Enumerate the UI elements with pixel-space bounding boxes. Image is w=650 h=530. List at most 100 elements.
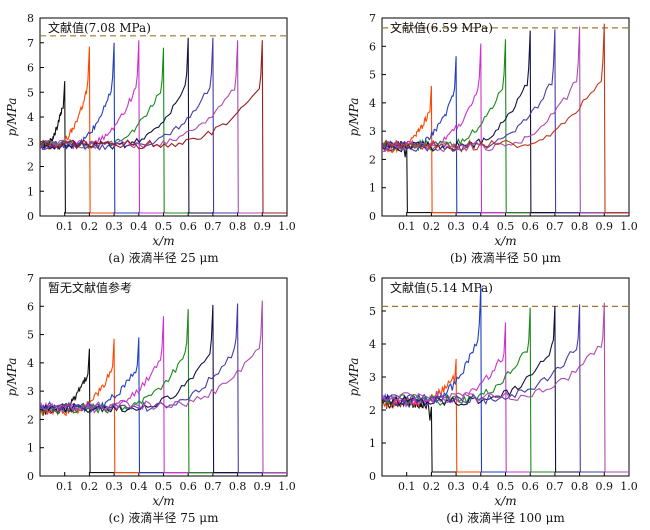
x-tick-label: 0.7 xyxy=(204,220,222,233)
x-axis-label: x/m xyxy=(494,494,516,508)
series-line xyxy=(382,23,629,214)
x-tick-label: 0.1 xyxy=(56,220,74,233)
x-tick-label: 0.1 xyxy=(56,480,74,493)
y-tick-label: 3 xyxy=(369,371,376,384)
series-line xyxy=(40,46,287,214)
x-tick-label: 0.6 xyxy=(521,220,539,233)
y-tick-label: 6 xyxy=(369,40,376,53)
y-tick-label: 6 xyxy=(27,300,34,313)
y-tick-label: 0 xyxy=(369,470,376,483)
y-tick-label: 1 xyxy=(27,185,34,198)
chart-panel-1: 文献值(7.08 MPa) 0.1 0.2 0.3 0.4 0.5 0.6 0.7 0.8 0.9… xyxy=(5,12,296,265)
x-tick-label: 0.5 xyxy=(497,480,515,493)
y-tick-label: 5 xyxy=(369,305,376,318)
x-tick-label: 0.9 xyxy=(596,480,614,493)
x-tick-label: 0.4 xyxy=(130,480,148,493)
x-tick-label: 0.1 xyxy=(398,480,416,493)
x-tick-label: 0.8 xyxy=(229,480,247,493)
panel-caption: (b) 液滴半径 50 μm xyxy=(450,250,562,265)
x-tick-label: 0.7 xyxy=(546,220,564,233)
y-tick-label: 0 xyxy=(369,210,376,223)
series-line xyxy=(40,338,287,474)
x-tick-label: 0.8 xyxy=(229,220,247,233)
x-tick-label: 0.7 xyxy=(546,480,564,493)
x-tick-label: 0.5 xyxy=(155,480,173,493)
y-tick-label: 1 xyxy=(369,182,376,195)
x-tick-label: 1.0 xyxy=(620,220,638,233)
y-tick-label: 5 xyxy=(27,86,34,99)
y-tick-label: 3 xyxy=(27,385,34,398)
chart-panel-3: 暂无文献值参考 0.1 0.2 0.3 0.4 0.5 0.6 0.7 0.8 0.9 1.0 0 1 2… xyxy=(5,272,296,525)
y-tick-label: 2 xyxy=(27,161,34,174)
series-line xyxy=(382,302,629,473)
series-line xyxy=(40,300,287,474)
x-tick-label: 0.7 xyxy=(204,480,222,493)
series-line xyxy=(382,307,629,473)
y-tick-label: 2 xyxy=(369,153,376,166)
x-axis-label: x/m xyxy=(152,494,174,508)
x-tick-label: 0.6 xyxy=(179,480,197,493)
series-line xyxy=(382,29,629,214)
x-tick-label: 1.0 xyxy=(620,480,638,493)
panel-caption: (a) 液滴半径 25 μm xyxy=(108,250,219,265)
series-line xyxy=(40,42,287,214)
x-tick-label: 0.5 xyxy=(497,220,515,233)
series-group xyxy=(40,300,287,474)
series-line xyxy=(382,322,629,473)
reference-annotation: 文献值(5.14 MPa) xyxy=(390,280,493,295)
x-tick-label: 0.6 xyxy=(179,220,197,233)
panel-caption: (d) 液滴半径 100 μm xyxy=(446,510,565,525)
series-line xyxy=(382,30,629,214)
reference-annotation: 文献值(7.08 MPa) xyxy=(48,20,151,35)
x-tick-label: 0.9 xyxy=(254,220,272,233)
x-tick-label: 0.2 xyxy=(81,480,99,493)
x-tick-label: 0.9 xyxy=(596,220,614,233)
series-line xyxy=(382,304,629,473)
y-tick-label: 0 xyxy=(27,210,34,223)
y-axis-label: p/MPa xyxy=(5,358,19,397)
y-tick-label: 2 xyxy=(27,413,34,426)
chart-panel-2: 文献值(6.59 MPa) 0.1 0.2 0.3 0.4 0.5 0.6 0.7 0.8 0.9… xyxy=(347,12,638,265)
x-tick-label: 0.8 xyxy=(571,220,589,233)
x-tick-label: 0.4 xyxy=(130,220,148,233)
x-tick-label: 0.4 xyxy=(472,220,490,233)
reference-annotation: 暂无文献值参考 xyxy=(48,280,132,295)
y-tick-label: 1 xyxy=(27,442,34,455)
reference-annotation: 文献值(6.59 MPa) xyxy=(390,20,493,35)
series-group xyxy=(382,23,629,214)
y-tick-label: 3 xyxy=(27,136,34,149)
y-axis-label: p/MPa xyxy=(5,98,19,137)
series-line xyxy=(40,303,287,474)
series-line xyxy=(40,40,287,214)
y-tick-label: 4 xyxy=(369,97,376,110)
x-tick-label: 0.6 xyxy=(521,480,539,493)
x-tick-label: 0.9 xyxy=(254,480,272,493)
x-tick-label: 0.1 xyxy=(398,220,416,233)
x-tick-label: 0.3 xyxy=(105,220,123,233)
chart-panel-4: 文献值(5.14 MPa) 0.1 0.2 0.3 0.4 0.5 0.6 0.7 0.8 0.9… xyxy=(347,272,638,525)
y-tick-label: 3 xyxy=(369,125,376,138)
y-tick-label: 7 xyxy=(27,272,34,285)
series-line xyxy=(40,316,287,474)
y-tick-label: 7 xyxy=(27,37,34,50)
x-tick-label: 0.3 xyxy=(447,220,465,233)
x-tick-label: 0.4 xyxy=(472,480,490,493)
y-tick-label: 6 xyxy=(27,62,34,75)
y-tick-label: 1 xyxy=(369,437,376,450)
series-group xyxy=(382,286,629,473)
y-tick-label: 4 xyxy=(27,357,34,370)
y-tick-label: 6 xyxy=(369,272,376,285)
series-group xyxy=(40,37,287,214)
y-axis-label: p/MPa xyxy=(347,358,361,397)
series-line xyxy=(40,47,287,214)
x-tick-label: 1.0 xyxy=(278,220,296,233)
x-axis-label: x/m xyxy=(152,234,174,248)
y-tick-label: 5 xyxy=(27,329,34,342)
x-tick-label: 0.2 xyxy=(423,220,441,233)
series-line xyxy=(382,39,629,214)
x-tick-label: 0.5 xyxy=(155,220,173,233)
y-tick-label: 8 xyxy=(27,12,34,25)
series-line xyxy=(382,305,629,473)
x-tick-label: 0.2 xyxy=(423,480,441,493)
